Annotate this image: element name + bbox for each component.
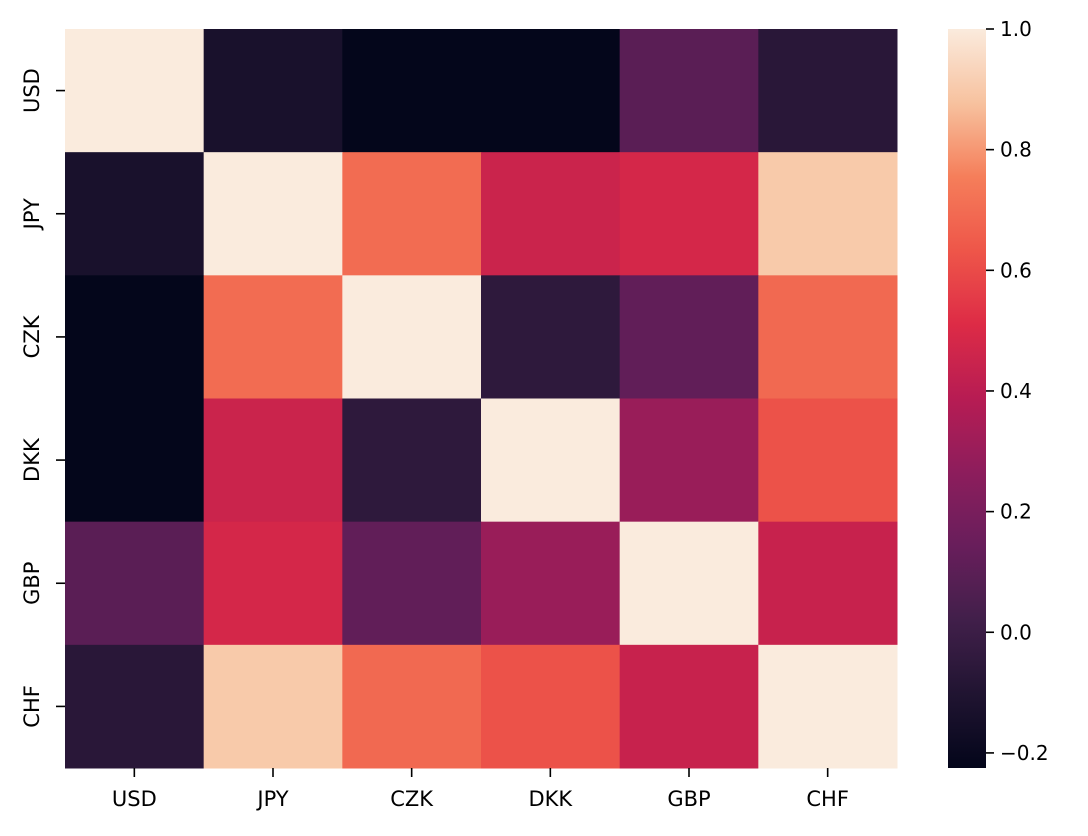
heatmap-cell-chf-dkk	[481, 644, 621, 769]
x-tick-label: USD	[112, 787, 157, 811]
heatmap-cell-jpy-chf	[758, 152, 898, 276]
heatmap-cell-dkk-chf	[758, 398, 898, 523]
y-tick-label: USD	[20, 68, 44, 113]
heatmap-cell-gbp-usd	[65, 521, 205, 646]
x-tick-label: DKK	[528, 787, 573, 811]
y-tick-label: JPY	[20, 198, 44, 231]
heatmap-cell-chf-jpy	[203, 644, 343, 769]
heatmap-cell-dkk-czk	[342, 398, 482, 523]
colorbar-gradient	[948, 29, 986, 768]
heatmap-cell-jpy-czk	[342, 152, 482, 276]
colorbar-tick-label: −0.2	[1000, 741, 1049, 765]
heatmap-cell-czk-czk	[342, 275, 482, 399]
colorbar-tick-label: 0.0	[1000, 620, 1032, 644]
colorbar-tick-label: 0.6	[1000, 258, 1032, 282]
x-axis: USD JPY CZK DKK GBP CHF	[112, 768, 849, 811]
heatmap-cell-dkk-usd	[65, 398, 205, 523]
heatmap-cell-dkk-dkk	[481, 398, 621, 523]
heatmap-cell-gbp-dkk	[481, 521, 621, 646]
x-tick-label: GBP	[667, 787, 710, 811]
x-tick-label: CHF	[806, 787, 849, 811]
heatmap-cell-gbp-jpy	[203, 521, 343, 646]
heatmap-cell-usd-czk	[342, 29, 482, 153]
heatmap-cell-jpy-usd	[65, 152, 205, 276]
heatmap-cell-czk-usd	[65, 275, 205, 399]
heatmap-cell-usd-dkk	[481, 29, 621, 153]
heatmap-cell-chf-gbp	[619, 644, 759, 769]
heatmap-cells	[65, 29, 898, 769]
colorbar-tick-label: 0.8	[1000, 138, 1032, 162]
y-tick-label: DKK	[20, 437, 44, 482]
y-tick-label: GBP	[20, 562, 44, 605]
y-tick-label: CHF	[20, 685, 44, 728]
y-tick-label: CZK	[20, 314, 44, 358]
heatmap-cell-gbp-chf	[758, 521, 898, 646]
heatmap-cell-jpy-jpy	[203, 152, 343, 276]
x-tick-label: CZK	[390, 787, 434, 811]
heatmap-cell-dkk-gbp	[619, 398, 759, 523]
heatmap-cell-usd-usd	[65, 29, 205, 153]
heatmap-cell-jpy-gbp	[619, 152, 759, 276]
heatmap-cell-czk-jpy	[203, 275, 343, 399]
heatmap-cell-czk-chf	[758, 275, 898, 399]
y-axis: USD JPY CZK DKK GBP CHF	[20, 68, 65, 728]
heatmap-cell-gbp-gbp	[619, 521, 759, 646]
x-tick-label: JPY	[255, 787, 288, 811]
heatmap-cell-chf-usd	[65, 644, 205, 769]
heatmap-cell-usd-jpy	[203, 29, 343, 153]
colorbar-tick-label: 0.4	[1000, 379, 1032, 403]
heatmap-cell-dkk-jpy	[203, 398, 343, 523]
heatmap-cell-czk-dkk	[481, 275, 621, 399]
heatmap-cell-usd-gbp	[619, 29, 759, 153]
heatmap-cell-chf-czk	[342, 644, 482, 769]
colorbar-tick-label: 0.2	[1000, 500, 1032, 524]
heatmap-cell-usd-chf	[758, 29, 898, 153]
colorbar: 1.0 0.8 0.6 0.4 0.2 0.0 −0.2	[948, 17, 1049, 768]
heatmap-cell-czk-gbp	[619, 275, 759, 399]
heatmap-cell-jpy-dkk	[481, 152, 621, 276]
heatmap-cell-chf-chf	[758, 644, 898, 769]
heatmap-cell-gbp-czk	[342, 521, 482, 646]
colorbar-tick-label: 1.0	[1000, 17, 1032, 41]
